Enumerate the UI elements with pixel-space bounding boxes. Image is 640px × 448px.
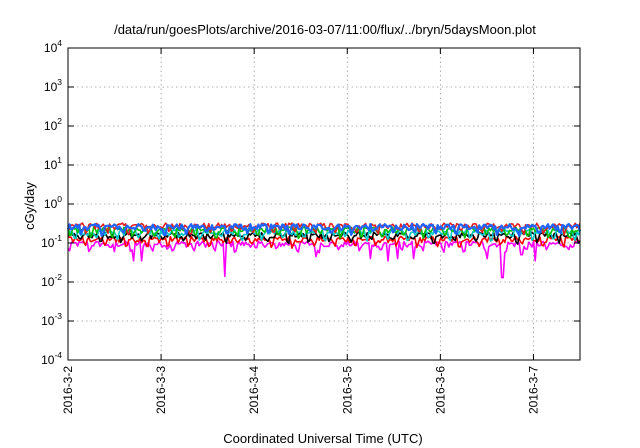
grid bbox=[68, 48, 580, 360]
y-tick-label: 101 bbox=[44, 155, 62, 172]
series-group bbox=[66, 222, 582, 279]
y-tick-label: 100 bbox=[44, 194, 62, 211]
y-tick-label: 103 bbox=[44, 77, 62, 94]
y-tick-label: 104 bbox=[44, 38, 62, 55]
x-axis-label: Coordinated Universal Time (UTC) bbox=[223, 431, 422, 446]
series-line bbox=[67, 240, 581, 279]
y-tick-label: 10-4 bbox=[41, 350, 62, 367]
x-tick-label: 2016-3-5 bbox=[340, 366, 354, 414]
series-line bbox=[66, 222, 582, 237]
y-tick-label: 10-1 bbox=[41, 233, 62, 250]
x-tick-label: 2016-3-6 bbox=[433, 366, 447, 414]
y-tick-label: 10-2 bbox=[41, 272, 62, 289]
x-tick-label: 2016-3-7 bbox=[526, 366, 540, 414]
y-axis-label: cGy/day bbox=[22, 182, 37, 230]
x-axis: 2016-3-2 2016-3-3 2016-3-4 2016-3-5 2016-3-6… bbox=[61, 48, 540, 414]
y-axis: 10-4 10-3 10-2 10-1 100 101 102 103 104 bbox=[41, 38, 580, 367]
x-tick-label: 2016-3-4 bbox=[247, 366, 261, 414]
y-tick-label: 102 bbox=[44, 116, 62, 133]
chart-title: /data/run/goesPlots/archive/2016-03-07/1… bbox=[114, 22, 536, 37]
x-tick-label: 2016-3-3 bbox=[154, 366, 168, 414]
y-tick-label: 10-3 bbox=[41, 311, 62, 328]
x-tick-label: 2016-3-2 bbox=[61, 366, 75, 414]
